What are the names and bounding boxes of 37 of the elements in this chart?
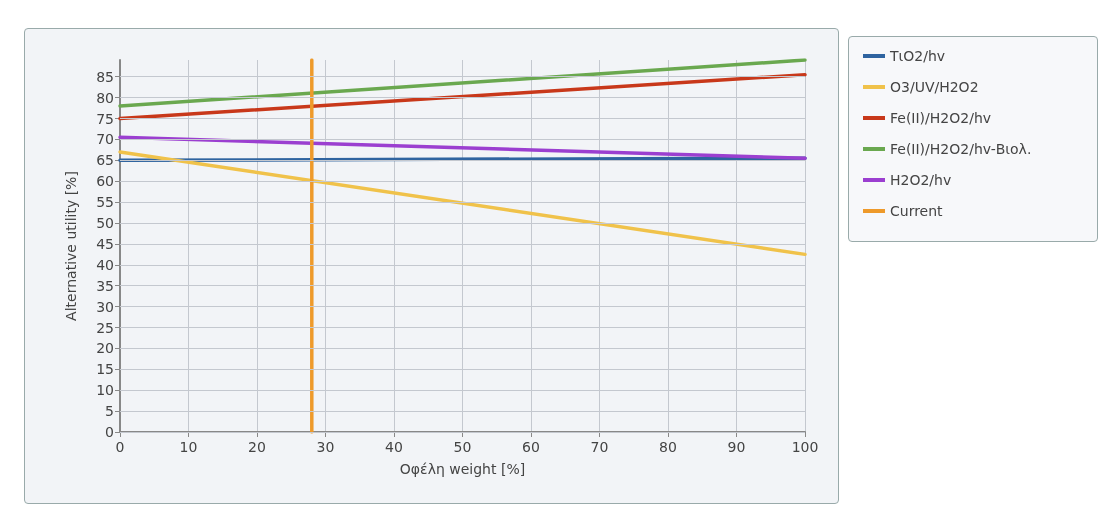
y-tick-label: 80 (96, 89, 114, 106)
y-tick-label: 5 (105, 403, 114, 420)
y-tick-label: 65 (96, 152, 114, 169)
legend-label: O3/UV/H2O2 (890, 79, 979, 95)
legend-label: H2O2/hv (890, 172, 952, 188)
x-tick-label: 90 (727, 439, 746, 455)
y-tick-label: 40 (96, 256, 114, 273)
y-tick-label: 15 (96, 361, 114, 378)
x-tick-label: 80 (659, 439, 677, 455)
x-tick-label: 30 (316, 439, 335, 455)
y-axis-title: Alternative utility [%] (63, 171, 79, 321)
x-tick-label: 50 (453, 439, 472, 455)
y-tick-label: 30 (96, 298, 114, 315)
x-tick-label: 100 (791, 439, 819, 455)
x-tick-label: 10 (179, 439, 198, 455)
legend-label: Fe(II)/H2O2/hv-Βιολ. (890, 141, 1032, 157)
legend-label: TιO2/hv (889, 48, 946, 64)
x-tick-label: 0 (115, 439, 125, 455)
y-tick-label: 50 (96, 215, 114, 232)
y-tick-label: 0 (105, 424, 114, 440)
y-tick-label: 70 (96, 131, 114, 148)
legend-label: Current (890, 203, 944, 219)
legend-label: Fe(II)/H2O2/hv (890, 110, 992, 126)
y-tick-label: 35 (96, 277, 114, 294)
y-tick-label: 20 (96, 340, 114, 357)
x-tick-label: 20 (248, 439, 266, 455)
y-tick-label: 55 (96, 194, 114, 211)
y-tick-label: 75 (96, 110, 114, 127)
y-tick-label: 85 (96, 68, 114, 85)
y-tick-label: 10 (96, 382, 114, 399)
y-tick-label: 25 (96, 319, 114, 336)
x-tick-label: 60 (522, 439, 540, 455)
x-tick-label: 70 (590, 439, 609, 455)
y-tick-label: 60 (96, 173, 114, 190)
y-tick-label: 45 (96, 235, 114, 252)
x-axis-title: Οφέλη weight [%] (399, 461, 526, 477)
x-tick-label: 40 (385, 439, 403, 455)
